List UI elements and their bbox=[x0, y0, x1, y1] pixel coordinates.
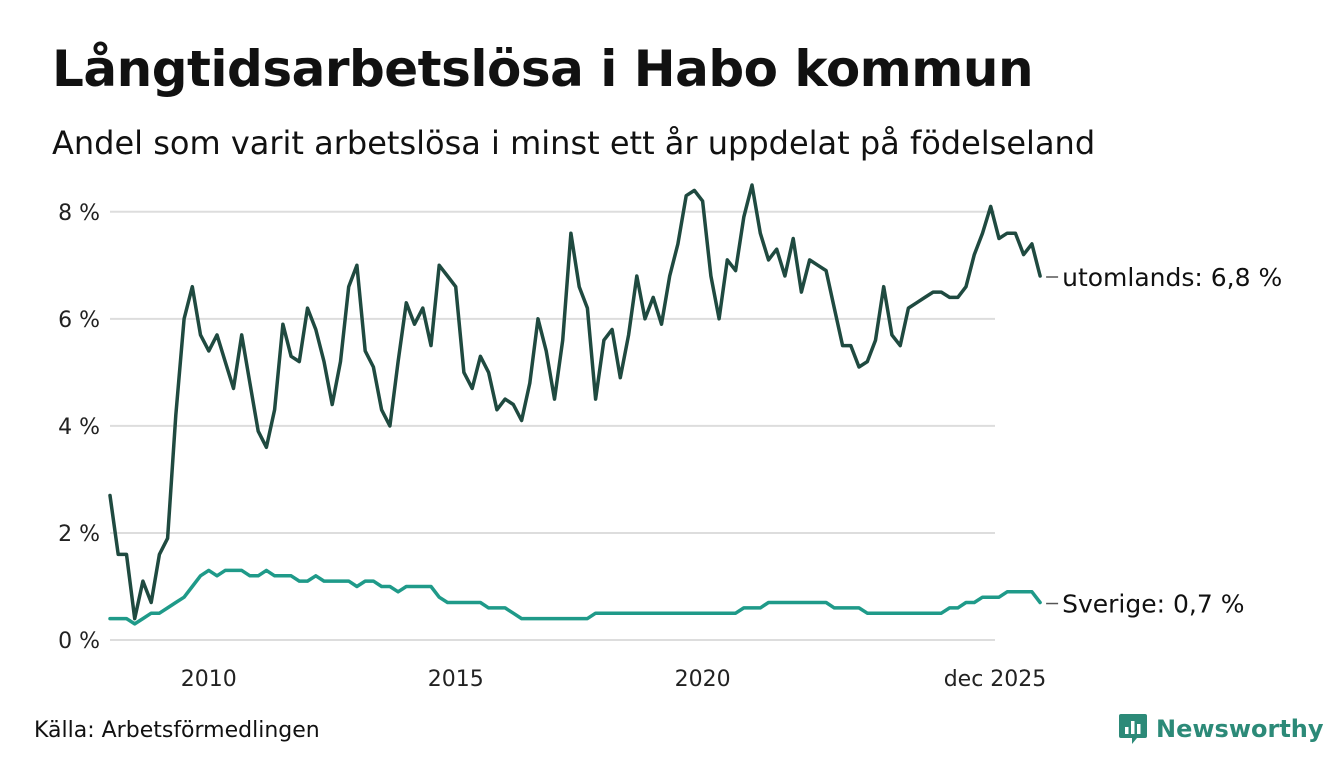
y-tick-label: 8 % bbox=[58, 201, 100, 226]
series-line-utomlands bbox=[108, 183, 1042, 621]
chart-title: Långtidsarbetslösa i Habo kommun bbox=[52, 40, 1034, 98]
y-tick-label: 2 % bbox=[58, 522, 100, 547]
y-tick-label: 6 % bbox=[58, 308, 100, 333]
line-chart: 0 % 2 % 4 % 6 % 8 % 2010 2015 2020 dec 2025 uto… bbox=[58, 183, 1282, 692]
x-tick-label: dec 2025 bbox=[944, 667, 1047, 692]
y-tick-label: 4 % bbox=[58, 415, 100, 440]
x-tick-label: 2015 bbox=[428, 667, 484, 692]
chart-subtitle: Andel som varit arbetslösa i minst ett å… bbox=[52, 124, 1096, 162]
series-line-sverige bbox=[108, 568, 1042, 626]
x-tick-label: 2010 bbox=[181, 667, 237, 692]
gridlines bbox=[110, 210, 995, 641]
y-tick-label: 0 % bbox=[58, 629, 100, 654]
x-axis-ticks: 2010 2015 2020 dec 2025 bbox=[181, 667, 1047, 692]
source-note: Källa: Arbetsförmedlingen bbox=[34, 718, 320, 743]
newsworthy-logo-icon bbox=[1119, 714, 1147, 744]
end-label-utomlands: utomlands: 6,8 % bbox=[1062, 263, 1282, 292]
brand-name: Newsworthy bbox=[1156, 715, 1324, 743]
series-end-labels: utomlands: 6,8 % Sverige: 0,7 % bbox=[1046, 263, 1282, 619]
end-label-sverige: Sverige: 0,7 % bbox=[1062, 590, 1244, 619]
x-tick-label: 2020 bbox=[675, 667, 731, 692]
series-lines bbox=[108, 183, 1042, 626]
brand[interactable]: Newsworthy bbox=[1118, 712, 1324, 746]
y-axis-ticks: 0 % 2 % 4 % 6 % 8 % bbox=[58, 201, 100, 654]
